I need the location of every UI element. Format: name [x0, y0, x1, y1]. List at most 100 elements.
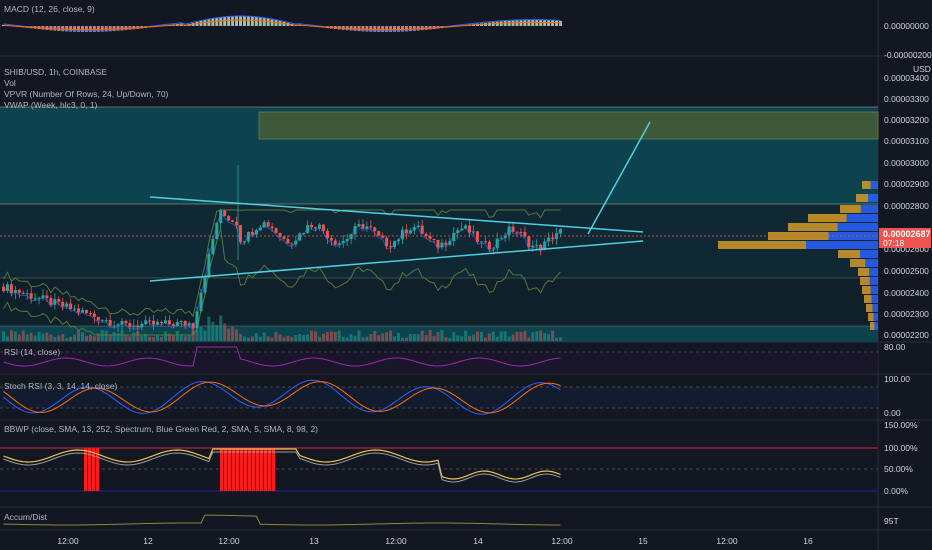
candle-body	[9, 284, 13, 293]
candle-body	[468, 225, 472, 233]
volume-bar	[369, 334, 373, 341]
rsi-axis-80: 80.00	[884, 342, 906, 352]
triangle-upper-trendline[interactable]	[149, 196, 644, 233]
volume-bar	[2, 331, 5, 341]
volume-bar	[156, 335, 160, 341]
vpvr-row-up	[718, 241, 806, 249]
macd-histogram-bar	[515, 20, 519, 26]
volume-bar	[302, 335, 306, 341]
volume-bar	[140, 335, 144, 341]
candle-body	[92, 313, 96, 317]
volume-bar	[65, 337, 69, 341]
volume-bar	[116, 333, 120, 341]
indicator-vpvr: VPVR (Number Of Rows, 24, Up/Down, 70)	[4, 89, 169, 99]
macd-histogram-bar	[61, 26, 65, 32]
volume-bar	[321, 333, 325, 341]
macd-histogram-bar	[385, 26, 389, 32]
candle-body	[45, 295, 49, 298]
volume-bar	[171, 334, 175, 341]
candle-body	[345, 238, 349, 241]
bbwp-extreme-bar	[264, 448, 267, 491]
price-axis-label: 0.00003000	[884, 158, 929, 168]
candle-body	[543, 241, 547, 250]
volume-bar	[81, 332, 84, 341]
candle-body	[495, 238, 499, 249]
price-axis-label: 0.00003300	[884, 94, 929, 104]
time-axis[interactable]: 12:00 12 12:00 13 12:00 14 12:00 15 12:00 16	[57, 536, 813, 546]
volume-bar	[84, 335, 88, 341]
macd-histogram-bar	[100, 26, 104, 32]
macd-histogram-bar	[523, 20, 527, 26]
candle-body	[100, 320, 104, 322]
candle-body	[183, 321, 187, 326]
volume-bar	[325, 332, 329, 341]
candle-body	[160, 321, 163, 324]
vpvr-row-down	[806, 241, 878, 249]
volume-bar	[357, 330, 361, 341]
candle-body	[306, 224, 310, 234]
candle-body	[393, 241, 397, 247]
vpvr-row-up	[860, 277, 870, 285]
candle-body	[207, 253, 211, 278]
main-price-pane[interactable]: SHIB/USD, 1h, COINBASE Vol VPVR (Number …	[0, 64, 931, 342]
stoch-label: Stoch RSI (3, 3, 14, 14, close)	[4, 381, 118, 391]
candle-body	[73, 308, 77, 310]
breakout-projection[interactable]	[587, 121, 651, 235]
bbwp-extreme-bar	[248, 448, 251, 491]
candle-body	[456, 230, 460, 233]
volume-bar	[25, 334, 29, 341]
candle-body	[535, 244, 539, 246]
bbwp-extreme-bar	[244, 448, 247, 491]
candle-body	[199, 292, 203, 312]
volume-bar	[13, 331, 17, 341]
candle-body	[239, 225, 242, 243]
candle-body	[460, 228, 464, 231]
volume-bar	[472, 334, 476, 341]
candle-body	[479, 241, 483, 243]
candle-body	[511, 226, 515, 232]
candle-body	[341, 240, 345, 244]
candle-body	[397, 239, 400, 242]
candle-body	[136, 325, 140, 328]
candle-body	[381, 235, 385, 238]
macd-histogram-bar	[203, 20, 207, 26]
candle-body	[195, 311, 199, 329]
candle-body	[116, 324, 120, 326]
volume-bar	[483, 337, 487, 341]
volume-bar	[428, 330, 432, 341]
volume-bar	[183, 336, 187, 341]
time-axis-label: 14	[473, 536, 483, 546]
macd-histogram-bar	[377, 26, 381, 32]
volume-bar	[258, 336, 262, 341]
volume-bar	[452, 332, 456, 341]
volume-bar	[9, 330, 13, 341]
candle-body	[499, 238, 503, 240]
bbwp-axis-50: 50.00%	[884, 464, 913, 474]
target-supply-box[interactable]	[258, 111, 879, 140]
volume-bar	[377, 335, 381, 341]
volume-bar	[29, 332, 33, 341]
candle-body	[448, 241, 452, 245]
macd-histogram-bar	[266, 18, 270, 26]
volume-bar	[88, 334, 92, 341]
volume-bar	[444, 337, 448, 341]
volume-bar	[219, 315, 223, 341]
volume-bar	[57, 335, 61, 341]
candle-body	[262, 222, 266, 228]
volume-bar	[539, 330, 543, 341]
volume-bar	[37, 331, 41, 341]
macd-axis-neg: -0.00000200	[884, 50, 932, 60]
volume-bar	[108, 334, 112, 341]
volume-bar	[49, 334, 53, 341]
candle-body	[61, 301, 65, 307]
volume-bar	[412, 334, 416, 341]
macd-histogram-bar	[223, 16, 227, 26]
triangle-lower-trendline[interactable]	[149, 240, 644, 282]
candle-body	[357, 224, 361, 227]
macd-histogram-bar	[365, 26, 369, 32]
volume-bar	[112, 331, 116, 341]
candle-body	[432, 238, 436, 240]
volume-bar	[203, 330, 207, 341]
macd-histogram-bar	[507, 20, 511, 26]
